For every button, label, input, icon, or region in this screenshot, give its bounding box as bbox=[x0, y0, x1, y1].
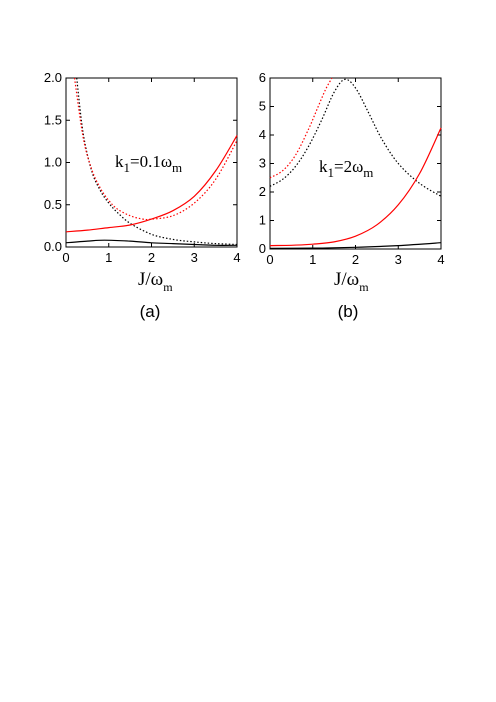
red-dotted-curve bbox=[73, 77, 238, 221]
y-tick-label: 0 bbox=[259, 241, 266, 256]
x-axis-label: J/ωm bbox=[334, 269, 369, 294]
red-solid-curve bbox=[269, 127, 442, 247]
series-group bbox=[269, 77, 442, 249]
series-group bbox=[65, 77, 238, 246]
y-tick-label: 6 bbox=[259, 70, 266, 85]
y-tick-label: 4 bbox=[259, 127, 266, 142]
y-tick-label: 3 bbox=[259, 156, 266, 171]
y-tick-label: 1 bbox=[259, 213, 266, 228]
x-tick-label: 2 bbox=[148, 250, 155, 265]
y-tick-label: 0.0 bbox=[44, 239, 62, 254]
x-tick-label: 1 bbox=[105, 250, 112, 265]
y-tick-label: 0.5 bbox=[44, 197, 62, 212]
y-tick-label: 1.0 bbox=[44, 155, 62, 170]
k1-annotation: k1=2ωm bbox=[319, 157, 373, 180]
y-tick-label: 5 bbox=[259, 99, 266, 114]
x-tick-label: 4 bbox=[233, 250, 240, 265]
x-tick-label: 1 bbox=[309, 252, 316, 267]
y-ticks: 0 1 2 3 4 5 6 bbox=[259, 70, 441, 256]
y-tick-label: 2 bbox=[259, 184, 266, 199]
panel-label: (a) bbox=[140, 302, 161, 321]
x-tick-label: 4 bbox=[437, 252, 444, 267]
y-tick-label: 2.0 bbox=[44, 70, 62, 85]
x-axis-label: J/ωm bbox=[138, 269, 173, 294]
red-solid-curve bbox=[65, 135, 238, 233]
black-solid-curve bbox=[65, 239, 238, 246]
red-dotted-curve bbox=[269, 77, 333, 179]
x-tick-label: 2 bbox=[352, 252, 359, 267]
black-solid-curve bbox=[269, 242, 442, 249]
panel-label: (b) bbox=[338, 302, 359, 321]
chart-panel-a: 0.0 0.5 1.0 1.5 2.0 0 1 2 3 4 k1=0.1ωm J/ωm (a) bbox=[44, 70, 241, 321]
black-dotted-curve bbox=[269, 78, 442, 197]
chart-panel-b: 0 1 2 3 4 5 6 0 1 2 3 4 k1=2ωm J/ωm (b) bbox=[259, 70, 445, 321]
x-ticks: 0 1 2 3 4 bbox=[62, 78, 241, 265]
y-tick-label: 1.5 bbox=[44, 112, 62, 127]
k1-annotation: k1=0.1ωm bbox=[115, 152, 182, 175]
x-tick-label: 0 bbox=[62, 250, 69, 265]
y-ticks: 0.0 0.5 1.0 1.5 2.0 bbox=[44, 70, 237, 254]
x-tick-label: 3 bbox=[191, 250, 198, 265]
x-tick-label: 3 bbox=[395, 252, 402, 267]
x-tick-label: 0 bbox=[266, 252, 273, 267]
